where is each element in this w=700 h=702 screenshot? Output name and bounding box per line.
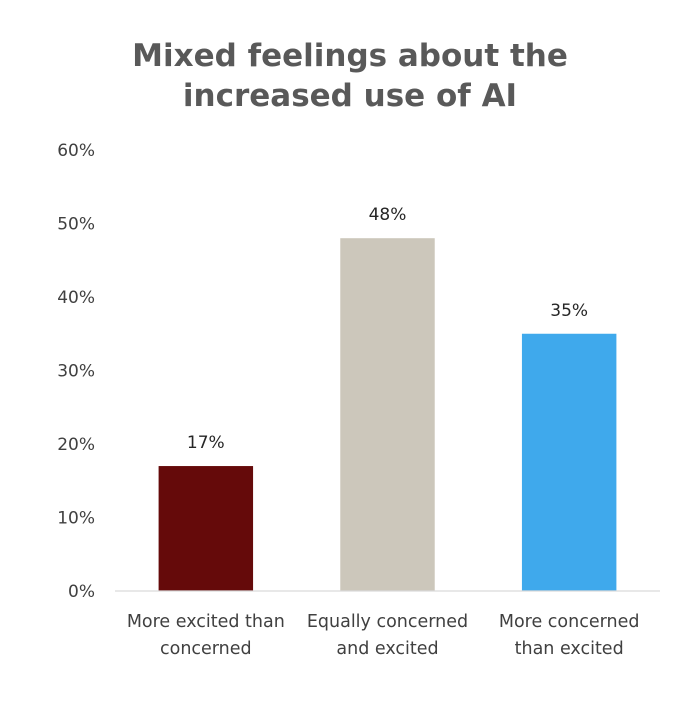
category-label-line: Equally concerned — [307, 612, 468, 632]
chart-title-line-2: increased use of AI — [182, 78, 518, 114]
bar — [521, 333, 617, 591]
category-label-line: and excited — [336, 639, 438, 659]
category-label-line: More excited than — [127, 612, 285, 632]
bars: 17% 48% 35% — [158, 205, 617, 591]
data-label: 17% — [187, 433, 225, 453]
bar — [158, 466, 254, 591]
y-tick-label: 10% — [57, 509, 95, 529]
chart-title-line-1: Mixed feelings about the — [132, 38, 568, 74]
y-tick-label: 50% — [57, 215, 95, 235]
category-label: More concerned than excited — [499, 612, 640, 659]
category-label-line: More concerned — [499, 612, 640, 632]
y-tick-label: 40% — [57, 288, 95, 308]
x-axis: More excited than concerned Equally concer… — [127, 612, 640, 659]
category-label-line: than excited — [515, 639, 624, 659]
data-label: 48% — [369, 205, 407, 225]
y-tick-label: 30% — [57, 362, 95, 382]
y-tick-label: 60% — [57, 141, 95, 161]
y-tick-label: 0% — [68, 582, 95, 602]
category-label: More excited than concerned — [127, 612, 285, 659]
category-label-line: concerned — [160, 639, 252, 659]
bar — [340, 238, 435, 591]
y-tick-label: 20% — [57, 435, 95, 455]
y-axis: 0% 10% 20% 30% 40% 50% 60% — [57, 141, 95, 602]
chart-title: Mixed feelings about the increased use o… — [0, 36, 700, 116]
category-label: Equally concerned and excited — [307, 612, 468, 659]
data-label: 35% — [550, 301, 588, 321]
